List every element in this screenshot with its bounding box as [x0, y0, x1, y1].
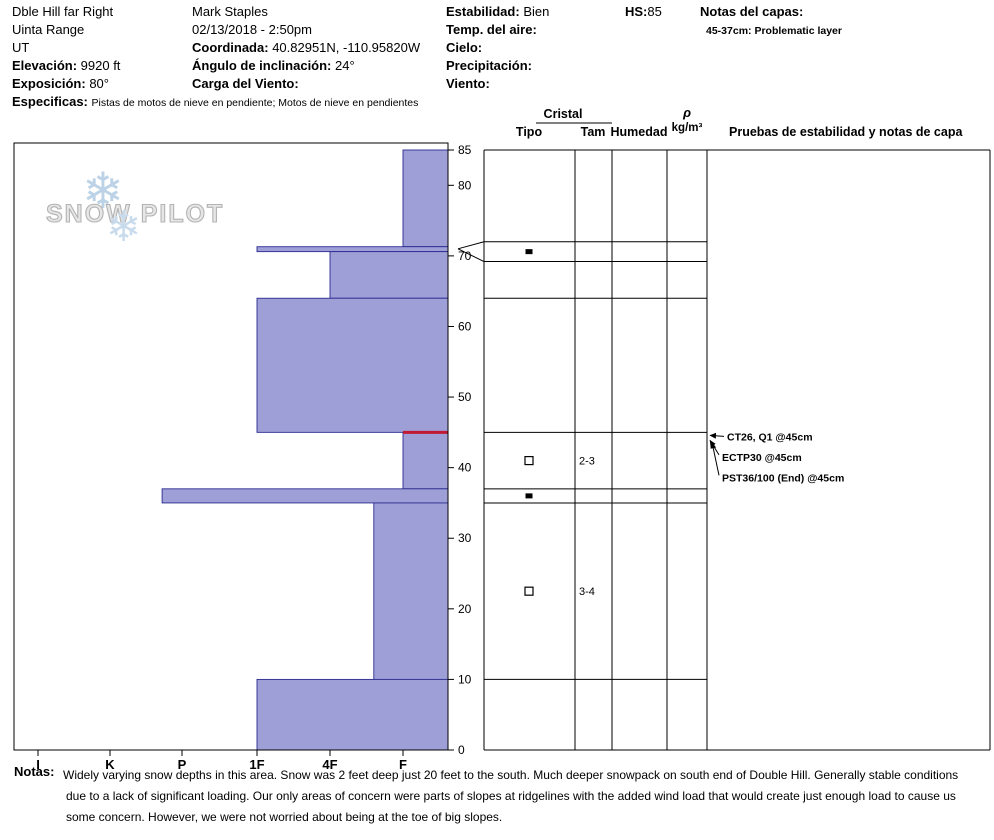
specifics-label: Especificas:: [12, 94, 88, 109]
grain-size: 2-3: [579, 456, 595, 468]
hardness-tick-label: K: [105, 757, 115, 772]
coordinates-row: Coordinada: 40.82951N, -110.95820W: [192, 40, 420, 55]
col-header-rho-units: kg/m³: [672, 122, 703, 134]
notes-label: Notas:: [14, 764, 55, 779]
stability-row: Estabilidad: Bien: [446, 4, 549, 19]
test-arrow-icon: [710, 441, 720, 476]
hardness-tick-label: 1F: [249, 757, 264, 772]
hardness-tick-label: F: [399, 757, 407, 772]
specifics-row: Especificas: Pistas de motos de nieve en…: [12, 94, 418, 111]
stability-label: Estabilidad:: [446, 4, 520, 19]
layer-bar-F+: [373, 502, 449, 680]
col-header-tam: Tam: [581, 125, 606, 139]
incline-label: Ángulo de inclinación:: [192, 58, 332, 73]
precip-label: Precipitación:: [446, 58, 532, 73]
wind-label: Viento:: [446, 76, 490, 91]
incline-row: Ángulo de inclinación: 24°: [192, 58, 355, 73]
depth-tick-label: 70: [458, 249, 472, 263]
hardness-tick-label: I: [36, 757, 40, 772]
pit-datetime: 02/13/2018 - 2:50pm: [192, 22, 312, 37]
depth-tick-label: 50: [458, 390, 472, 404]
pit-state: UT: [12, 40, 30, 55]
thin-layer-wedge: [457, 241, 485, 250]
airtemp-label: Temp. del aire:: [446, 22, 537, 37]
layer-bar-1F: [256, 678, 449, 751]
coordinates-label: Coordinada:: [192, 40, 269, 55]
incline-value: 24°: [335, 58, 355, 73]
layer-note: 45-37cm: Problematic layer: [706, 25, 842, 37]
depth-tick-label: 40: [458, 461, 472, 475]
grain-size: 3-4: [579, 586, 595, 598]
aspect-label: Exposición:: [12, 76, 86, 91]
layer-bar-F: [402, 431, 449, 490]
aspect-value: 80°: [89, 76, 109, 91]
elevation-value: 9920 ft: [80, 58, 121, 73]
depth-tick-label: 60: [458, 319, 472, 333]
pit-site-name: Dble Hill far Right: [12, 4, 114, 19]
windload-label: Carga del Viento:: [192, 76, 299, 91]
elevation-row: Elevación: 9920 ft: [12, 58, 120, 73]
grain-symbol-facets-icon: [524, 455, 534, 466]
depth-tick-label: 20: [458, 602, 472, 616]
hs-label: HS:: [625, 4, 648, 19]
coordinates-value: 40.82951N, -110.95820W: [272, 40, 421, 55]
stability-value: Bien: [523, 4, 550, 19]
test-note: CT26, Q1 @45cm: [727, 431, 813, 443]
col-header-tipo: Tipo: [516, 125, 543, 139]
sky-label: Cielo:: [446, 40, 483, 55]
notes-line: due to a lack of significant loading. Ou…: [66, 789, 956, 803]
hardness-tick-label: 4F: [322, 757, 337, 772]
layer-bar-1F: [256, 246, 449, 253]
test-arrow-icon: [709, 432, 725, 439]
grain-symbol-ice-icon: [525, 493, 533, 499]
wind-row: Viento:: [446, 76, 490, 91]
layer-bar-F: [402, 149, 449, 248]
depth-tick-label: 80: [458, 178, 472, 192]
precip-row: Precipitación:: [446, 58, 532, 73]
depth-tick-label: 85: [458, 143, 472, 157]
col-header-humedad: Humedad: [611, 125, 668, 139]
hardness-tick-label: P: [178, 757, 187, 772]
col-header-tests: Pruebas de estabilidad y notas de capa: [729, 125, 963, 139]
test-note: ECTP30 @45cm: [722, 452, 802, 464]
elevation-label: Elevación:: [12, 58, 78, 73]
airtemp-row: Temp. del aire:: [446, 22, 537, 37]
col-header-rho: ρ: [682, 105, 691, 120]
sky-row: Cielo:: [446, 40, 482, 55]
depth-tick-label: 10: [458, 672, 472, 686]
hs-row: HS:85: [625, 4, 662, 19]
hs-value: 85: [647, 4, 662, 19]
aspect-row: Exposición: 80°: [12, 76, 109, 91]
col-header-cristal: Cristal: [544, 107, 583, 121]
layer-notes-label: Notas del capas:: [700, 4, 804, 19]
pit-range: Uinta Range: [12, 22, 85, 37]
grain-symbol-ice-icon: [525, 249, 533, 255]
profile-border: [13, 142, 449, 751]
layer-bar-P+: [161, 488, 449, 504]
layer-bar-1F: [256, 297, 449, 433]
notes-line: Widely varying snow depths in this area.…: [63, 768, 959, 782]
grain-symbol-facets-icon: [524, 586, 534, 596]
thin-layer-wedge: [457, 248, 485, 262]
layer-bar-4F: [329, 251, 449, 299]
test-note: PST36/100 (End) @45cm: [722, 472, 844, 484]
observer-name: Mark Staples: [192, 4, 268, 19]
depth-tick-label: 0: [458, 743, 465, 757]
windload-row: Carga del Viento:: [192, 76, 299, 91]
notes-line: some concern. However, we were not worri…: [66, 810, 503, 824]
specifics-value: Pistas de motos de nieve en pendiente; M…: [91, 97, 419, 109]
depth-tick-label: 30: [458, 531, 472, 545]
